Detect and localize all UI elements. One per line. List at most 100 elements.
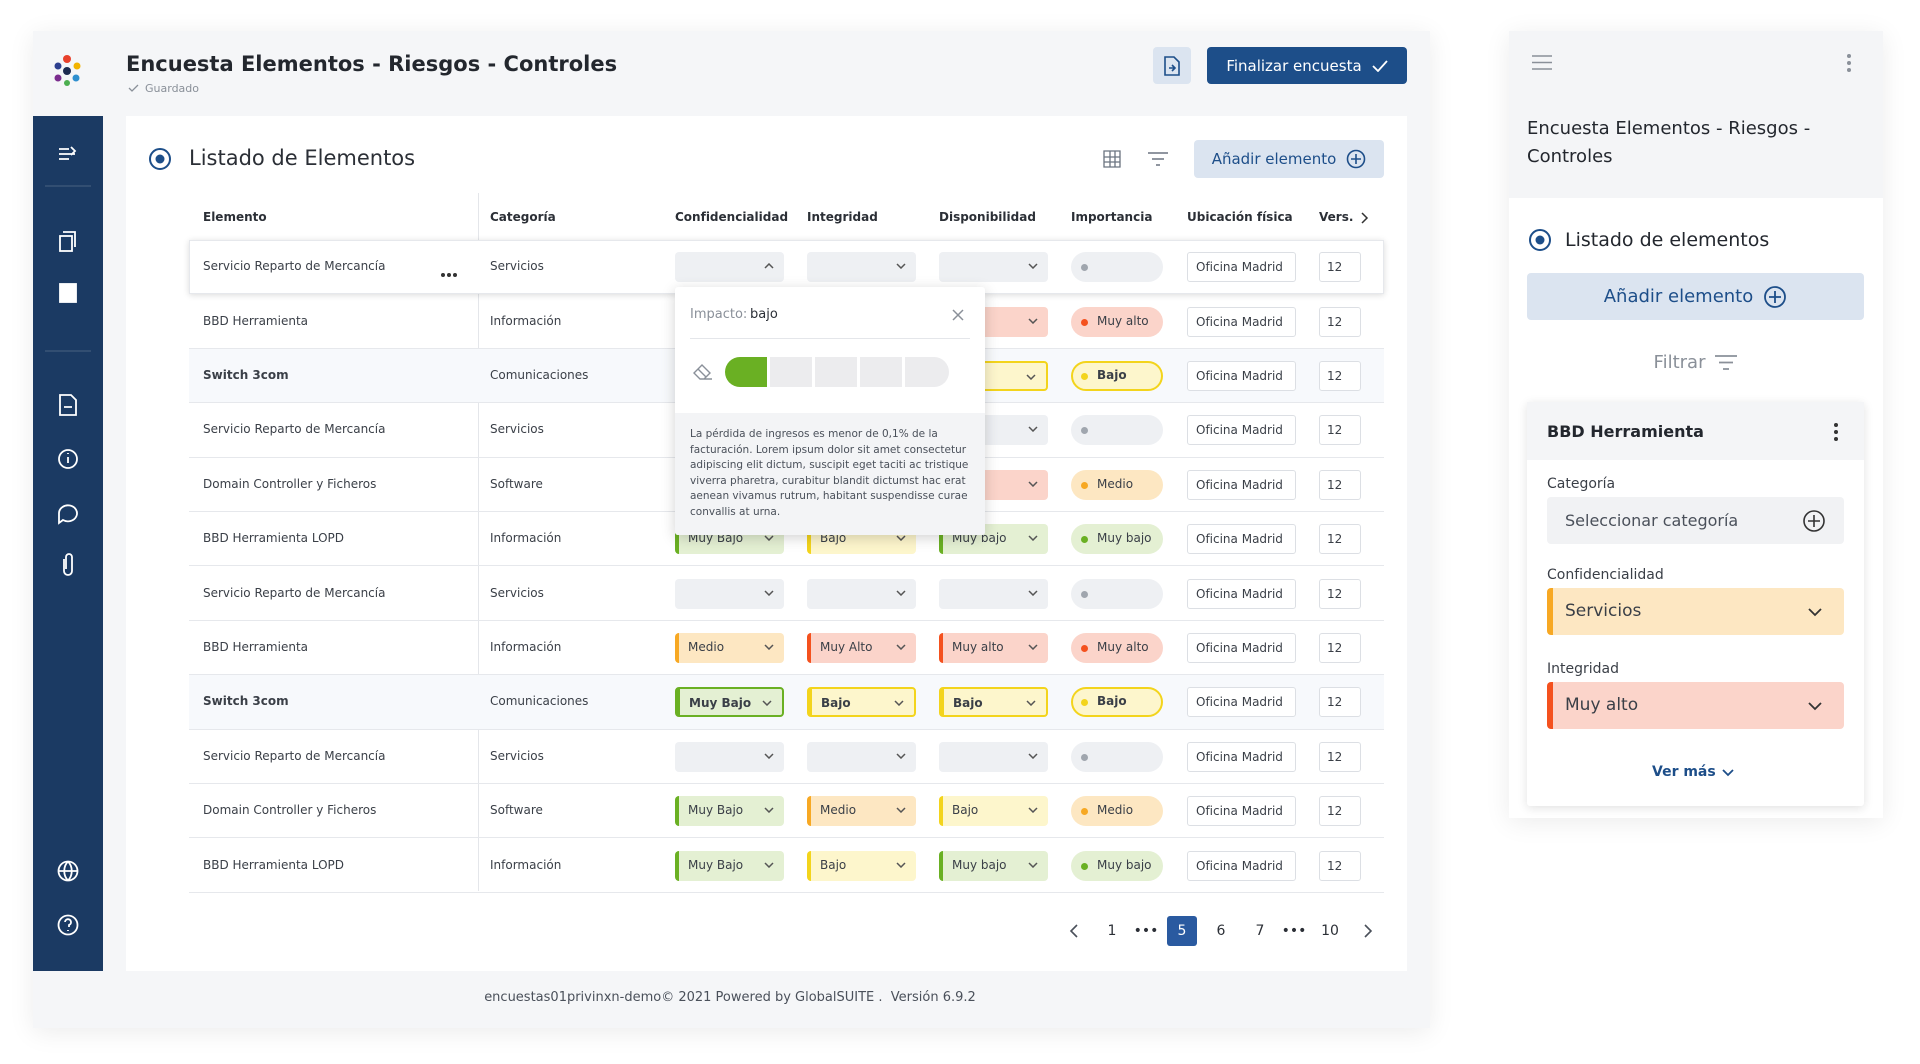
field-select[interactable]: Servicios xyxy=(1547,588,1844,635)
page-item[interactable]: ••• xyxy=(1278,916,1310,946)
page-label: 1 xyxy=(1107,923,1117,939)
field-select[interactable]: Muy alto xyxy=(1547,682,1844,729)
more-icon[interactable] xyxy=(1846,53,1852,73)
table-row[interactable] xyxy=(189,512,1384,567)
select-availability[interactable]: Muy alto xyxy=(939,633,1048,663)
close-icon[interactable] xyxy=(952,309,964,321)
page-item[interactable]: 10 xyxy=(1314,916,1346,946)
version-input[interactable]: 12 xyxy=(1319,633,1361,663)
location-input[interactable]: Oficina Madrid xyxy=(1187,741,1296,772)
select-confidentiality[interactable] xyxy=(675,741,784,772)
page-item[interactable]: 1 xyxy=(1096,916,1128,946)
importance-pill[interactable]: Medio xyxy=(1071,469,1163,500)
importance-pill[interactable]: Medio xyxy=(1071,796,1163,827)
export-button[interactable] xyxy=(1153,47,1191,84)
sidebar-icons xyxy=(45,146,91,936)
table-row[interactable] xyxy=(189,784,1384,839)
location-input[interactable]: Oficina Madrid xyxy=(1187,578,1296,609)
version-input[interactable]: 12 xyxy=(1319,415,1361,446)
importance-pill[interactable] xyxy=(1071,741,1163,772)
importance-pill[interactable]: Muy bajo xyxy=(1071,524,1163,555)
mobile-add-button[interactable]: Añadir elemento xyxy=(1527,273,1864,320)
filter-icon[interactable] xyxy=(1148,152,1168,166)
next-page[interactable] xyxy=(1364,924,1373,938)
location-value: Oficina Madrid xyxy=(1196,260,1283,275)
page-item[interactable]: 7 xyxy=(1244,916,1276,946)
importance-pill[interactable]: Muy bajo xyxy=(1071,850,1163,881)
finish-button[interactable]: Finalizar encuesta xyxy=(1207,47,1407,84)
prev-page[interactable] xyxy=(1069,924,1078,938)
card-menu-icon[interactable] xyxy=(1833,422,1839,442)
add-element-button[interactable]: Añadir elemento xyxy=(1194,140,1384,178)
page-item[interactable]: 5 xyxy=(1167,916,1197,946)
select-integrity[interactable] xyxy=(807,741,916,772)
select-confidentiality[interactable]: Muy Bajo xyxy=(675,687,784,718)
select-availability[interactable] xyxy=(939,741,1048,772)
importance-pill[interactable] xyxy=(1071,252,1163,283)
location-input[interactable]: Oficina Madrid xyxy=(1187,361,1296,391)
version-input[interactable]: 12 xyxy=(1319,524,1361,555)
select-confidentiality[interactable] xyxy=(675,578,784,609)
location-input[interactable]: Oficina Madrid xyxy=(1187,415,1296,446)
filter-icon xyxy=(1715,354,1738,370)
location-input[interactable]: Oficina Madrid xyxy=(1187,687,1296,718)
select-integrity[interactable] xyxy=(807,578,916,609)
select-confidentiality[interactable]: Muy Bajo xyxy=(675,850,784,881)
table-row[interactable] xyxy=(189,240,1384,295)
version-input[interactable]: 12 xyxy=(1319,796,1361,827)
version-input[interactable]: 12 xyxy=(1319,741,1361,772)
select-integrity[interactable]: Bajo xyxy=(807,850,916,881)
version-input[interactable]: 12 xyxy=(1319,578,1361,609)
location-value: Oficina Madrid xyxy=(1196,477,1283,492)
version-input[interactable]: 12 xyxy=(1319,252,1361,283)
select-integrity[interactable]: Bajo xyxy=(807,687,916,718)
importance-pill[interactable]: Bajo xyxy=(1071,361,1163,391)
importance-pill[interactable]: Bajo xyxy=(1071,687,1163,718)
version-value: 12 xyxy=(1327,804,1343,819)
select-integrity[interactable] xyxy=(807,252,916,283)
grid-view-icon[interactable] xyxy=(1103,150,1121,168)
location-input[interactable]: Oficina Madrid xyxy=(1187,469,1296,500)
impact-scale[interactable] xyxy=(725,357,951,387)
select-integrity[interactable]: Muy Alto xyxy=(807,633,916,663)
location-input[interactable]: Oficina Madrid xyxy=(1187,796,1296,827)
select-availability[interactable] xyxy=(939,252,1048,283)
version-input[interactable]: 12 xyxy=(1319,850,1361,881)
menu-icon[interactable] xyxy=(1532,55,1552,70)
select-chevron xyxy=(764,753,774,759)
importance-pill[interactable]: Muy alto xyxy=(1071,306,1163,337)
select-confidentiality[interactable]: Muy Bajo xyxy=(675,796,784,827)
select-confidentiality[interactable] xyxy=(675,252,784,283)
mobile-filter[interactable]: Filtrar xyxy=(1527,348,1864,376)
table-row[interactable] xyxy=(189,838,1384,893)
select-integrity[interactable]: Medio xyxy=(807,796,916,827)
page-item[interactable]: 6 xyxy=(1205,916,1237,946)
importance-pill[interactable] xyxy=(1071,415,1163,446)
row-menu[interactable] xyxy=(440,263,458,282)
table-row[interactable] xyxy=(189,566,1384,621)
category-select[interactable]: Seleccionar categoría xyxy=(1547,497,1844,544)
header-next-icon[interactable] xyxy=(1361,212,1369,224)
select-availability[interactable]: Muy bajo xyxy=(939,850,1048,881)
version-input[interactable]: 12 xyxy=(1319,306,1361,337)
location-input[interactable]: Oficina Madrid xyxy=(1187,306,1296,337)
importance-pill[interactable]: Muy alto xyxy=(1071,633,1163,663)
version-input[interactable]: 12 xyxy=(1319,469,1361,500)
select-availability[interactable]: Bajo xyxy=(939,687,1048,718)
version-input[interactable]: 12 xyxy=(1319,687,1361,718)
importance-pill[interactable] xyxy=(1071,578,1163,609)
location-input[interactable]: Oficina Madrid xyxy=(1187,252,1296,283)
table-row[interactable] xyxy=(189,730,1384,784)
table-row[interactable] xyxy=(189,675,1384,730)
location-input[interactable]: Oficina Madrid xyxy=(1187,524,1296,555)
location-input[interactable]: Oficina Madrid xyxy=(1187,633,1296,663)
select-availability[interactable] xyxy=(939,578,1048,609)
table-row[interactable] xyxy=(189,621,1384,676)
select-availability[interactable]: Bajo xyxy=(939,796,1048,827)
location-input[interactable]: Oficina Madrid xyxy=(1187,850,1296,881)
page-item[interactable]: ••• xyxy=(1130,916,1162,946)
version-input[interactable]: 12 xyxy=(1319,361,1361,391)
select-confidentiality[interactable]: Medio xyxy=(675,633,784,663)
eraser-icon[interactable] xyxy=(693,364,713,381)
more-link[interactable]: Ver más xyxy=(1652,764,1716,780)
